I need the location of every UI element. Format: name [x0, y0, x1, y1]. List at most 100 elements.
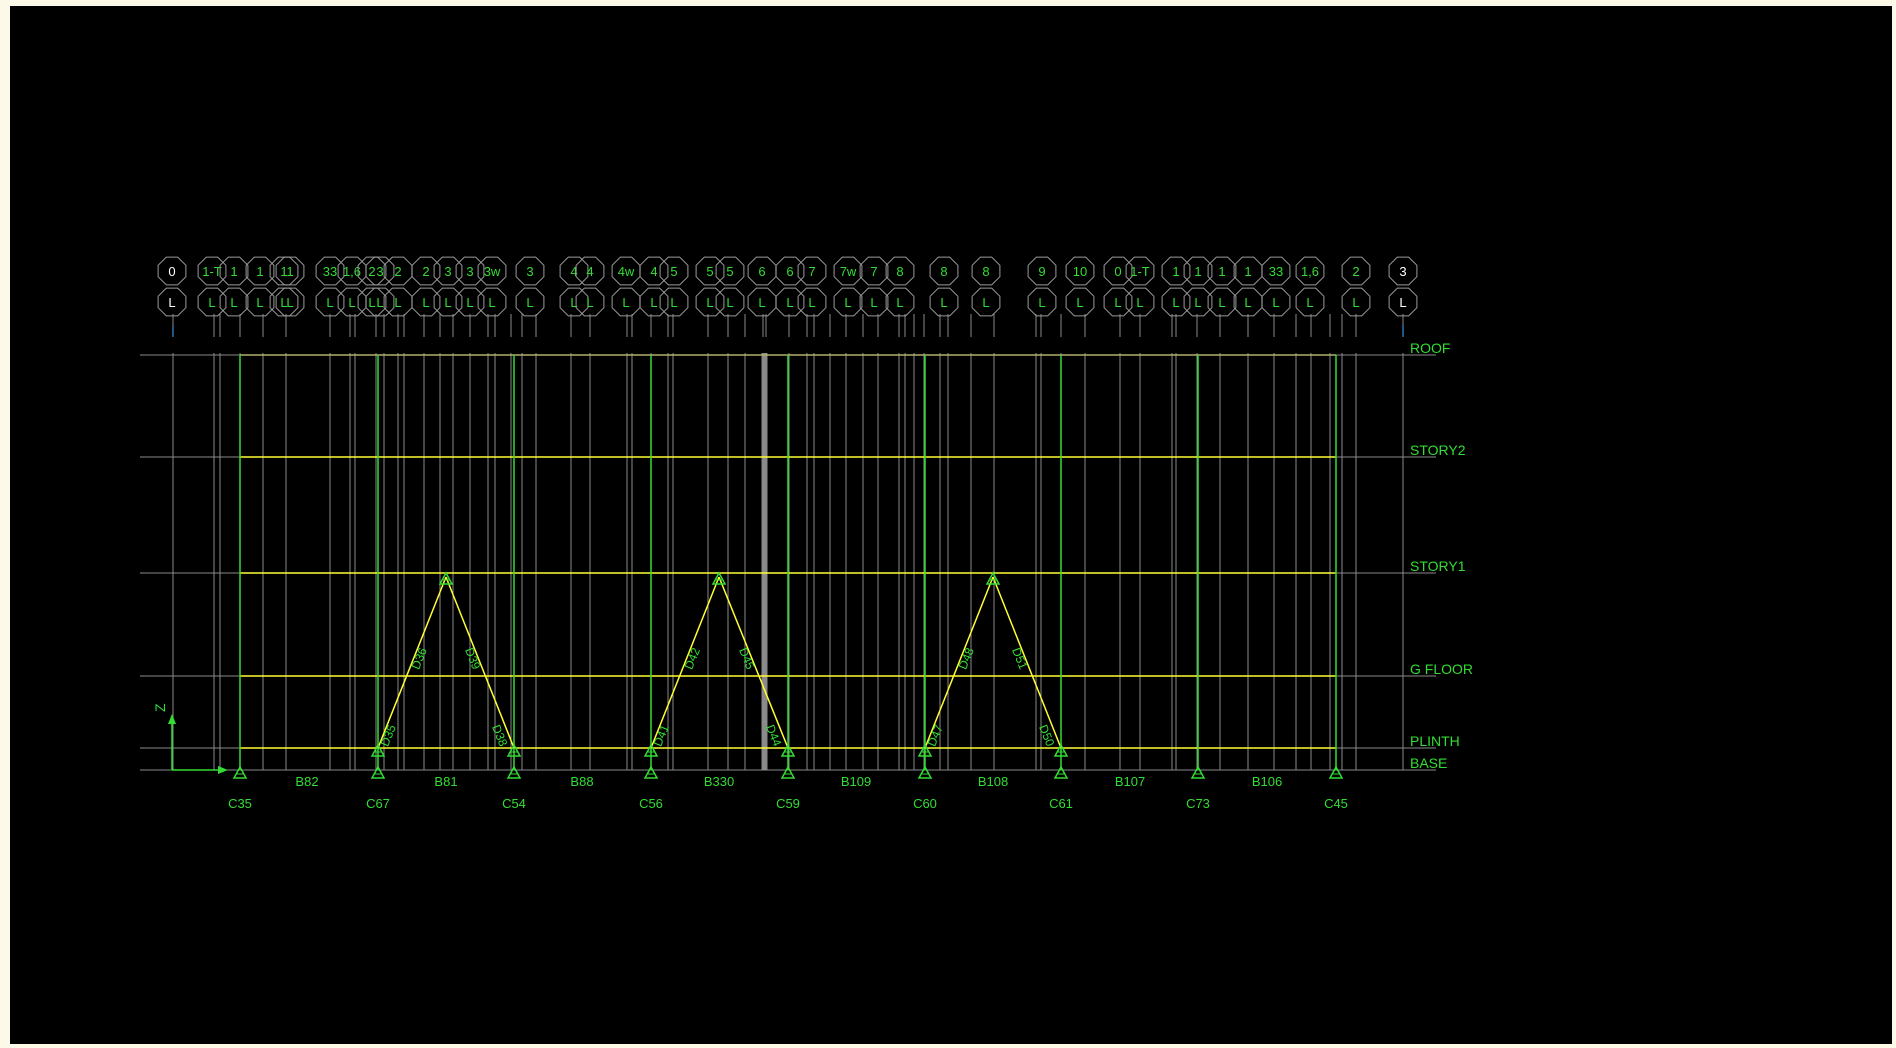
grid-bubble[interactable]: 1L	[1233, 256, 1263, 317]
grid-bubble-label: 3	[526, 264, 533, 279]
support-triangle[interactable]	[1053, 765, 1069, 779]
support-triangle[interactable]	[985, 571, 1001, 585]
brace-left[interactable]	[924, 576, 994, 749]
elevation-viewport[interactable]: 0 L 1-T L 1 L 1 L 1 L 1 L 33 L 1,6 L 2 L 3 L 2 L 2 L 3 L 3 L 3w L 3 L 4 L…	[10, 6, 1892, 1044]
brace-left[interactable]	[377, 576, 447, 749]
support-triangle[interactable]	[1190, 765, 1206, 779]
grid-bubble-level-label: L	[844, 295, 851, 310]
column-label: C56	[639, 796, 663, 811]
grid-bubble[interactable]: 0L	[157, 256, 187, 317]
grid-bubble[interactable]: 1L	[1183, 256, 1213, 317]
story-label: G FLOOR	[1410, 661, 1473, 677]
grid-bubble-level-label: L	[808, 295, 815, 310]
story-label: STORY2	[1410, 442, 1466, 458]
grid-bubble[interactable]: 6L	[747, 256, 777, 317]
grid-bubble[interactable]: 3L	[365, 256, 395, 317]
grid-bubble-level-label: L	[758, 295, 765, 310]
structure-elevation-drawing[interactable]: 0L1-TL1L1L1L1L33L1,6L2L3L2L2L3L3L3wL3L4L…	[10, 6, 1892, 1044]
grid-bubble[interactable]: 10 L	[1065, 256, 1095, 317]
support-triangle[interactable]	[438, 571, 454, 585]
grid-bubble[interactable]: 7w L	[833, 256, 863, 317]
grid-bubble-label: 2	[1352, 264, 1359, 279]
column-label: C54	[502, 796, 526, 811]
brace-left[interactable]	[650, 576, 720, 749]
support-triangle[interactable]	[780, 743, 796, 757]
support-triangle[interactable]	[780, 765, 796, 779]
axis-indicator: Z	[152, 703, 228, 774]
grid-bubble-level-label: L	[280, 295, 287, 310]
grid-bubble-label: 2	[422, 264, 429, 279]
grid-bubble-label: 6	[758, 264, 765, 279]
grid-bubble-label: 1	[286, 264, 293, 279]
grid-bubble-level-label: L	[982, 295, 989, 310]
support-triangle[interactable]	[370, 743, 386, 757]
grid-bubble[interactable]: 7L	[797, 256, 827, 317]
grid-bubble[interactable]: 3L	[455, 256, 485, 317]
column-label: C67	[366, 796, 390, 811]
grid-bubble[interactable]: 3L	[515, 256, 545, 317]
brace-right[interactable]	[992, 576, 1062, 749]
grid-bubble-label: 1	[1218, 264, 1225, 279]
grid-bubble-level-label: L	[526, 295, 533, 310]
grid-bubble-label: 3w	[484, 264, 501, 279]
grid-bubble-label: 9	[1038, 264, 1045, 279]
beam-label: B106	[1252, 774, 1282, 789]
grid-bubble[interactable]: 1-T L	[197, 256, 227, 317]
support-triangle[interactable]	[1328, 765, 1344, 779]
grid-bubble[interactable]: 1L	[245, 256, 275, 317]
support-triangle[interactable]	[917, 743, 933, 757]
grid-bubble[interactable]: 5L	[695, 256, 725, 317]
grid-bubble-level-label: L	[870, 295, 877, 310]
brace-right[interactable]	[445, 576, 515, 749]
support-triangle[interactable]	[711, 571, 727, 585]
grid-bubble[interactable]: 4w L	[611, 256, 641, 317]
brace-label: D51	[1009, 646, 1030, 672]
grid-bubble[interactable]: 1L	[219, 256, 249, 317]
support-triangle[interactable]	[917, 765, 933, 779]
grid-bubble-label: 3	[466, 264, 473, 279]
support-triangle[interactable]	[370, 765, 386, 779]
support-triangle[interactable]	[232, 765, 248, 779]
grid-bubble[interactable]: 3L	[433, 256, 463, 317]
grid-bubble-level-label: L	[1136, 295, 1143, 310]
grid-bubble[interactable]: 8L	[929, 256, 959, 317]
grid-bubble[interactable]: 1-T L	[1125, 256, 1155, 317]
grid-bubble[interactable]: 7L	[859, 256, 889, 317]
grid-bubble-level-label: L	[726, 295, 733, 310]
grid-bubble[interactable]: 0L	[1103, 256, 1133, 317]
support-triangle[interactable]	[643, 743, 659, 757]
support-triangle[interactable]	[1053, 743, 1069, 757]
grid-bubble[interactable]: 8L	[885, 256, 915, 317]
grid-bubble[interactable]: 9L	[1027, 256, 1057, 317]
story-label: BASE	[1410, 755, 1447, 771]
grid-bubble-label: 1	[280, 264, 287, 279]
grid-bubble[interactable]: 33 L	[315, 256, 345, 317]
grid-bubble[interactable]: 3w L	[477, 256, 507, 317]
grid-bubble[interactable]: 1L	[275, 256, 305, 317]
grid-bubble-level-label: L	[570, 295, 577, 310]
grid-bubble[interactable]: 2L	[1341, 256, 1371, 317]
grid-bubble[interactable]: 4L	[639, 256, 669, 317]
column-label: C35	[228, 796, 252, 811]
grid-bubble[interactable]: 1L	[1161, 256, 1191, 317]
grid-bubble[interactable]: 3L	[1388, 256, 1418, 317]
grid-bubble[interactable]: 8L	[971, 256, 1001, 317]
grid-bubble[interactable]: 6L	[775, 256, 805, 317]
brace-right[interactable]	[718, 576, 789, 749]
grid-bubble[interactable]: 5L	[715, 256, 745, 317]
grid-bubble[interactable]: 1,6 L	[1295, 256, 1325, 317]
grid-bubble[interactable]: 1L	[1207, 256, 1237, 317]
grid-bubble[interactable]: 2L	[383, 256, 413, 317]
support-triangle[interactable]	[506, 765, 522, 779]
grid-bubble[interactable]: 4L	[575, 256, 605, 317]
grid-bubble[interactable]: 4L	[559, 256, 589, 317]
grid-bubble[interactable]: 2L	[411, 256, 441, 317]
support-triangle[interactable]	[643, 765, 659, 779]
grid-bubble[interactable]: 33 L	[1261, 256, 1291, 317]
grid-bubble-level-label: L	[1352, 295, 1359, 310]
grid-bubble[interactable]: 1,6 L	[337, 256, 367, 317]
story-label: STORY1	[1410, 558, 1466, 574]
grid-bubble[interactable]: 5L	[659, 256, 689, 317]
support-triangle[interactable]	[506, 743, 522, 757]
grid-bubble-level-label: L	[586, 295, 593, 310]
